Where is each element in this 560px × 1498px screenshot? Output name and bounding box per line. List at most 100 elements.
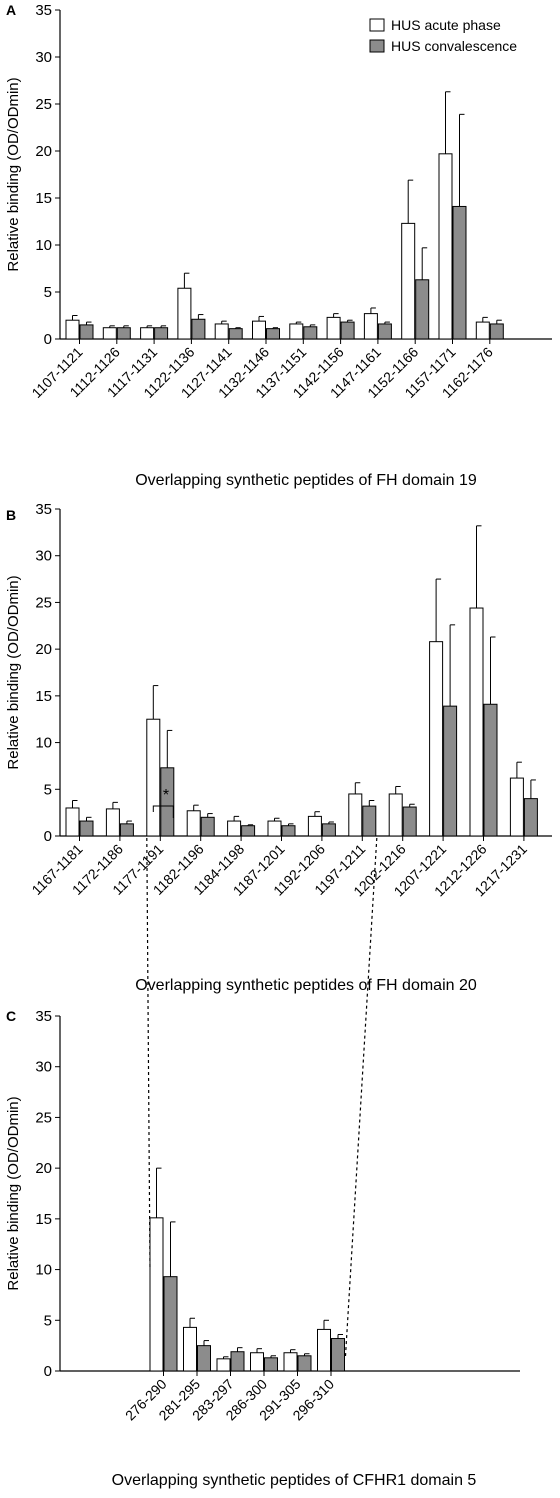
bar — [191, 318, 206, 340]
bar — [267, 820, 282, 837]
bar — [509, 777, 524, 837]
y-tick-label: 0 — [44, 1363, 52, 1380]
bar — [283, 1352, 298, 1372]
bar — [65, 319, 80, 340]
bar — [483, 703, 498, 837]
bar — [401, 222, 416, 340]
y-tick-label: 35 — [35, 501, 52, 518]
bar — [65, 807, 80, 837]
bar — [321, 823, 336, 837]
y-tick-label: 15 — [35, 1211, 52, 1228]
y-tick-label: 5 — [44, 781, 52, 798]
significance-bracket — [152, 805, 174, 818]
y-tick-label: 30 — [35, 49, 52, 66]
bar — [264, 1357, 278, 1372]
bar — [377, 323, 392, 340]
y-axis-label: Relative binding (OD/ODmin) — [5, 575, 22, 769]
y-tick-label: 25 — [35, 96, 52, 113]
bar — [214, 323, 229, 340]
y-tick-label: 10 — [35, 237, 52, 254]
bar — [186, 810, 201, 837]
panel-c: C Relative binding (OD/ODmin) Overlappin… — [5, 1008, 520, 1489]
bar — [281, 825, 296, 837]
bar — [79, 324, 94, 340]
y-axis-label: Relative binding (OD/ODmin) — [5, 77, 22, 271]
bar — [250, 1352, 264, 1372]
legend-swatch-acute — [369, 18, 385, 32]
bar — [348, 793, 363, 837]
panel-label: C — [6, 1008, 16, 1024]
y-tick-label: 35 — [35, 2, 52, 19]
bar — [146, 718, 161, 837]
y-axis-label: Relative binding (OD/ODmin) — [5, 1096, 22, 1290]
connector-right — [344, 837, 378, 1357]
bar — [452, 205, 467, 340]
bar — [177, 287, 192, 340]
bar — [216, 1358, 231, 1372]
bar — [326, 316, 341, 340]
panel-label: B — [6, 507, 16, 523]
legend-swatch-convalescence — [369, 39, 385, 53]
bar — [331, 1338, 345, 1372]
bar — [362, 805, 377, 837]
y-tick-label: 5 — [44, 1312, 52, 1329]
bar — [79, 820, 94, 837]
bar — [149, 1217, 164, 1372]
bar — [340, 321, 355, 340]
y-tick-label: 10 — [35, 1262, 52, 1279]
bar — [475, 321, 490, 340]
bar — [230, 1351, 245, 1372]
bar — [163, 1276, 178, 1372]
x-axis-label: Overlapping synthetic peptides of FH dom… — [135, 977, 477, 994]
bar — [429, 641, 444, 837]
bar — [438, 153, 453, 340]
bar — [228, 328, 243, 340]
bar — [241, 825, 256, 837]
significance-annotation: * — [163, 787, 169, 804]
y-tick-label: 20 — [35, 143, 52, 160]
bar — [183, 1326, 197, 1372]
bar — [307, 815, 322, 837]
bar — [297, 1355, 312, 1372]
x-axis-label: Overlapping synthetic peptides of FH dom… — [135, 472, 477, 489]
connector-left — [146, 837, 151, 1271]
bar — [105, 808, 120, 837]
y-tick-label: 25 — [35, 594, 52, 611]
bar — [303, 326, 318, 340]
y-tick-label: 15 — [35, 190, 52, 207]
panel-b: B Relative binding (OD/ODmin) Overlappin… — [5, 501, 552, 994]
connector-lines — [146, 837, 378, 1357]
y-tick-label: 20 — [35, 1160, 52, 1177]
bar — [140, 327, 155, 340]
bar — [197, 1345, 211, 1372]
bar — [523, 798, 538, 837]
bar — [317, 1328, 331, 1372]
bar — [469, 607, 484, 837]
y-tick-label: 35 — [35, 1008, 52, 1025]
y-tick-label: 0 — [44, 331, 52, 348]
bar — [415, 279, 430, 340]
y-tick-label: 10 — [35, 735, 52, 752]
bar — [252, 320, 266, 340]
panel-label: A — [6, 2, 16, 18]
panel-a: A Relative binding (OD/ODmin) Overlappin… — [5, 2, 552, 489]
bar — [154, 327, 169, 340]
y-tick-label: 30 — [35, 1059, 52, 1076]
bar — [489, 323, 504, 340]
y-tick-label: 25 — [35, 1109, 52, 1126]
bar — [402, 806, 417, 837]
bar — [119, 823, 134, 837]
bar — [102, 327, 117, 340]
y-tick-label: 20 — [35, 641, 52, 658]
y-tick-label: 5 — [44, 284, 52, 301]
bar — [200, 816, 215, 837]
y-tick-label: 30 — [35, 548, 52, 565]
y-tick-label: 15 — [35, 688, 52, 705]
bar — [116, 327, 131, 340]
legend-label-convalescence: HUS convalescence — [391, 38, 517, 54]
bar — [443, 705, 458, 837]
bar — [266, 328, 280, 340]
x-axis-label: Overlapping synthetic peptides of CFHR1 … — [112, 1472, 477, 1489]
y-tick-label: 0 — [44, 828, 52, 845]
